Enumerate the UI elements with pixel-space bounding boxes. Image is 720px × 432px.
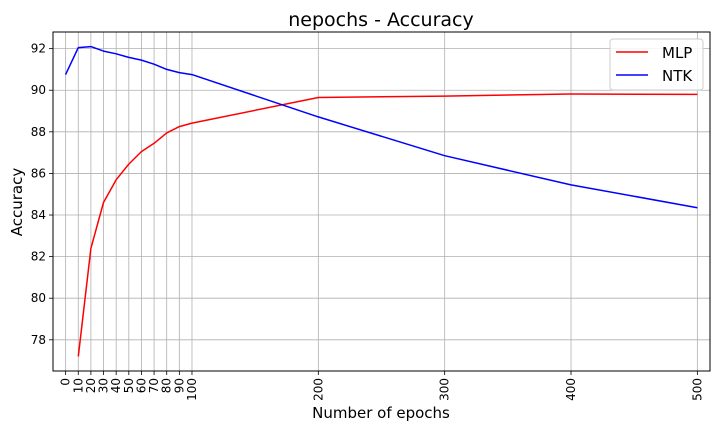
legend: MLP NTK (609, 38, 704, 91)
y-tick-label: 90 (31, 83, 46, 97)
y-tick-label: 82 (31, 250, 46, 264)
y-axis-label: Accuracy (8, 168, 26, 237)
x-tick-label: 40 (109, 378, 123, 393)
x-tick-label: 80 (160, 378, 174, 393)
y-tick-label: 88 (31, 125, 46, 139)
x-tick-label: 10 (71, 378, 85, 393)
x-tick-label: 20 (84, 378, 98, 393)
x-tick-label: 70 (147, 378, 161, 393)
x-tick-label: 500 (690, 378, 704, 401)
series-line-ntk (64, 45, 698, 209)
legend-label-ntk: NTK (662, 67, 693, 85)
y-tick-label: 80 (31, 291, 46, 305)
plot-area-frame (52, 31, 711, 372)
y-tick-label: 84 (31, 208, 46, 222)
x-tick-label: 90 (172, 378, 186, 393)
x-tick-label: 300 (438, 378, 452, 401)
y-tick-label: 86 (31, 166, 46, 180)
x-axis-label: Number of epochs (312, 404, 450, 422)
x-tick-label: 400 (564, 378, 578, 401)
x-tick-label: 30 (97, 378, 111, 393)
x-tick-label: 100 (185, 378, 199, 401)
x-tick-label: 50 (122, 378, 136, 393)
grid-lines (53, 32, 710, 371)
chart-title: nepochs - Accuracy (288, 9, 473, 31)
x-tick-label: 200 (311, 378, 325, 401)
legend-label-mlp: MLP (662, 44, 692, 62)
x-tick-label: 60 (134, 378, 148, 393)
x-tick-label: 0 (59, 378, 73, 386)
series-lines (64, 45, 698, 357)
y-tick-label: 92 (31, 42, 46, 56)
series-line-mlp (77, 93, 698, 357)
y-tick-label: 78 (31, 333, 46, 347)
